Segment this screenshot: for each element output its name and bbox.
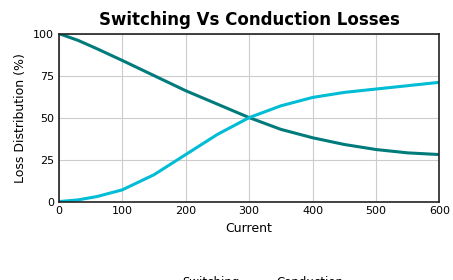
- Y-axis label: Loss Distribution (%): Loss Distribution (%): [14, 53, 28, 183]
- X-axis label: Current: Current: [226, 222, 273, 235]
- Title: Switching Vs Conduction Losses: Switching Vs Conduction Losses: [99, 11, 400, 29]
- Legend: Switching, Conduction: Switching, Conduction: [150, 271, 348, 280]
